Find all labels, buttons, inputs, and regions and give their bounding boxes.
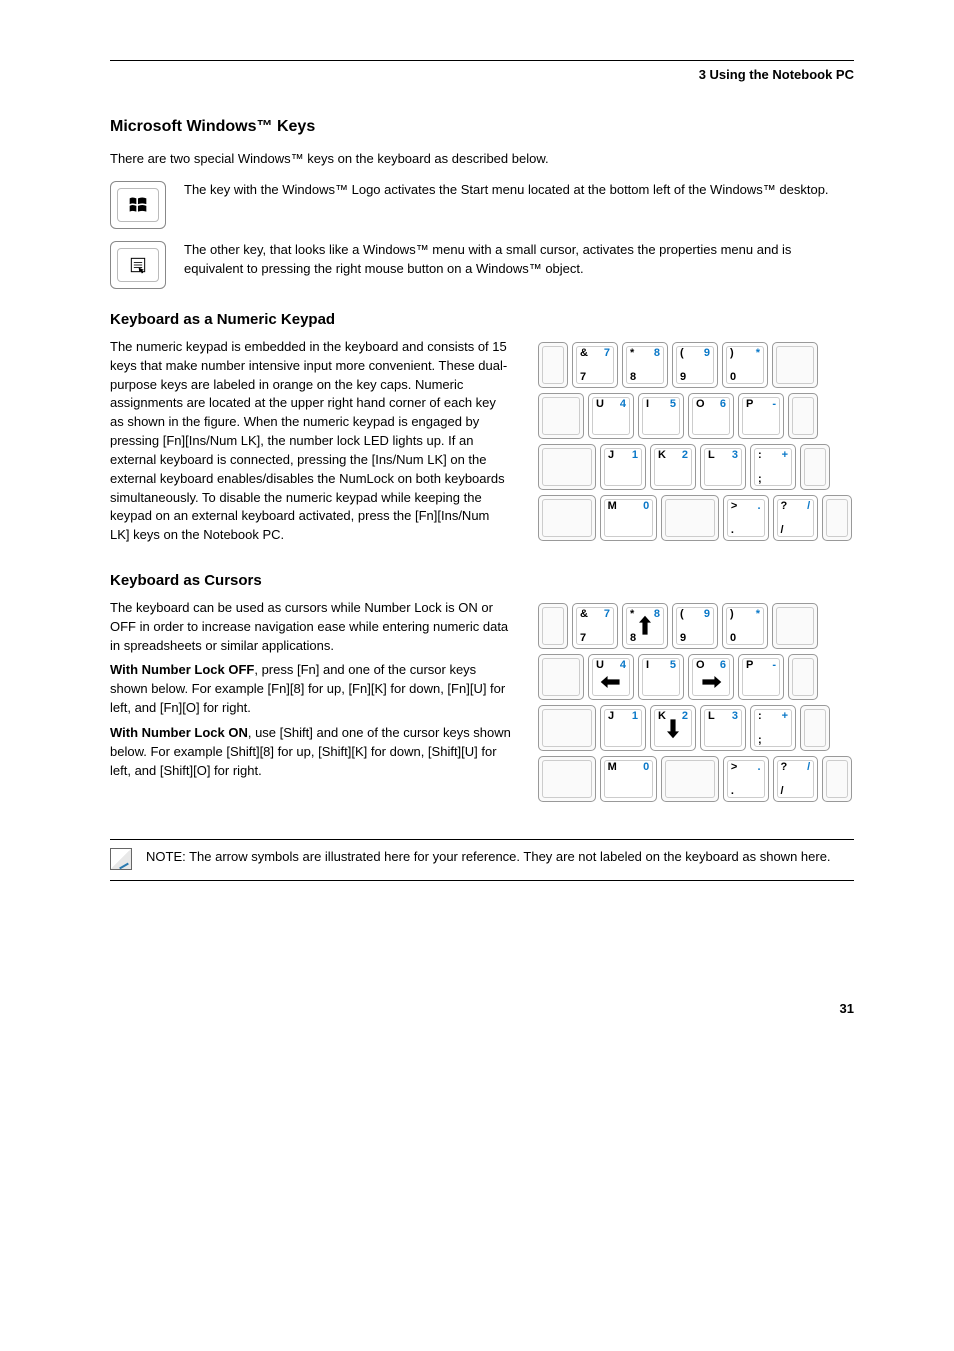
arrow-right-icon bbox=[689, 675, 733, 693]
key: &77 bbox=[572, 603, 618, 649]
key: U4 bbox=[588, 654, 634, 700]
cursors-text: The keyboard can be used as cursors whil… bbox=[110, 599, 512, 656]
keypad-cursors-figure: &77*88(99)*0 U4I5O6P- J1K2L3:+; M0 >..?// bbox=[536, 599, 854, 811]
numpad-block: The numeric keypad is embedded in the ke… bbox=[110, 338, 854, 550]
key-blank bbox=[772, 603, 818, 649]
windows-menu-key bbox=[110, 241, 166, 289]
key-blank bbox=[538, 705, 596, 751]
header-line: 3 Using the Notebook PC bbox=[110, 67, 854, 82]
page: 3 Using the Notebook PC Microsoft Window… bbox=[0, 60, 954, 881]
kbd-row: J1K2L3:+; bbox=[538, 705, 852, 751]
keypad-numpad-figure: &77*88(99)*0 U4I5O6P- J1K2L3:+; M0 >..?// bbox=[536, 338, 854, 550]
numpad-text: The numeric keypad is embedded in the ke… bbox=[110, 338, 512, 545]
key: &77 bbox=[572, 342, 618, 388]
key: ?// bbox=[773, 756, 819, 802]
cursors-on-text: With Number Lock ON, use [Shift] and one… bbox=[110, 724, 512, 781]
key: J1 bbox=[600, 444, 646, 490]
key: K2 bbox=[650, 705, 696, 751]
kbd-row: U4I5O6P- bbox=[538, 654, 852, 700]
winmenu-desc: The other key, that looks like a Windows… bbox=[184, 241, 854, 279]
header-rule bbox=[110, 60, 854, 61]
key: J1 bbox=[600, 705, 646, 751]
kbd-row: J1K2L3:+; bbox=[538, 444, 852, 490]
section-winkeys-title: Microsoft Windows™ Keys bbox=[110, 118, 854, 136]
key-blank bbox=[538, 756, 596, 802]
note-rule-top bbox=[110, 839, 854, 840]
key-blank bbox=[788, 654, 818, 700]
key: I5 bbox=[638, 393, 684, 439]
key: *88 bbox=[622, 342, 668, 388]
key: :+; bbox=[750, 705, 796, 751]
key-blank bbox=[538, 495, 596, 541]
arrow-down-icon bbox=[651, 717, 695, 744]
key-blank bbox=[538, 393, 584, 439]
key-blank bbox=[822, 495, 852, 541]
arrow-left-icon bbox=[589, 675, 633, 693]
key-blank bbox=[661, 495, 719, 541]
key: )*0 bbox=[722, 603, 768, 649]
winkeys-intro: There are two special Windows™ keys on t… bbox=[110, 150, 854, 169]
key-blank bbox=[772, 342, 818, 388]
key: >.. bbox=[723, 756, 769, 802]
key: (99 bbox=[672, 342, 718, 388]
key-blank bbox=[538, 444, 596, 490]
kbd-row: U4I5O6P- bbox=[538, 393, 852, 439]
key: M0 bbox=[600, 495, 658, 541]
winlogo-row: The key with the Windows™ Logo activates… bbox=[110, 181, 854, 229]
key: (99 bbox=[672, 603, 718, 649]
cursors-title: Keyboard as Cursors bbox=[110, 572, 854, 589]
windows-logo-icon bbox=[128, 195, 148, 215]
winlogo-desc: The key with the Windows™ Logo activates… bbox=[184, 181, 854, 200]
key: L3 bbox=[700, 705, 746, 751]
arrow-up-icon bbox=[623, 615, 667, 642]
kbd-row: M0 >..?// bbox=[538, 495, 852, 541]
kbd-row: &77*88(99)*0 bbox=[538, 603, 852, 649]
key-blank bbox=[800, 444, 830, 490]
cursors-off-text: With Number Lock OFF, press [Fn] and one… bbox=[110, 661, 512, 718]
key: M0 bbox=[600, 756, 658, 802]
cursors-block: The keyboard can be used as cursors whil… bbox=[110, 599, 854, 811]
kbd-row: &77*88(99)*0 bbox=[538, 342, 852, 388]
key: )*0 bbox=[722, 342, 768, 388]
key: O6 bbox=[688, 654, 734, 700]
key-blank bbox=[538, 342, 568, 388]
page-number: 31 bbox=[0, 1001, 854, 1016]
key: P- bbox=[738, 393, 784, 439]
key: *88 bbox=[622, 603, 668, 649]
key: :+; bbox=[750, 444, 796, 490]
header-right: 3 Using the Notebook PC bbox=[699, 67, 854, 82]
key-blank bbox=[800, 705, 830, 751]
key: O6 bbox=[688, 393, 734, 439]
key: K2 bbox=[650, 444, 696, 490]
key: L3 bbox=[700, 444, 746, 490]
key: ?// bbox=[773, 495, 819, 541]
menu-icon bbox=[128, 255, 148, 275]
key-blank bbox=[538, 603, 568, 649]
key-blank bbox=[538, 654, 584, 700]
key-blank bbox=[788, 393, 818, 439]
note-text: NOTE: The arrow symbols are illustrated … bbox=[146, 848, 831, 867]
key-blank bbox=[822, 756, 852, 802]
note-block: NOTE: The arrow symbols are illustrated … bbox=[110, 839, 854, 881]
windows-logo-key bbox=[110, 181, 166, 229]
key: U4 bbox=[588, 393, 634, 439]
numpad-title: Keyboard as a Numeric Keypad bbox=[110, 311, 854, 328]
kbd-row: M0 >..?// bbox=[538, 756, 852, 802]
winmenu-row: The other key, that looks like a Windows… bbox=[110, 241, 854, 289]
note-rule-bottom bbox=[110, 880, 854, 881]
key: P- bbox=[738, 654, 784, 700]
key: >.. bbox=[723, 495, 769, 541]
note-icon bbox=[110, 848, 132, 870]
key: I5 bbox=[638, 654, 684, 700]
key-blank bbox=[661, 756, 719, 802]
